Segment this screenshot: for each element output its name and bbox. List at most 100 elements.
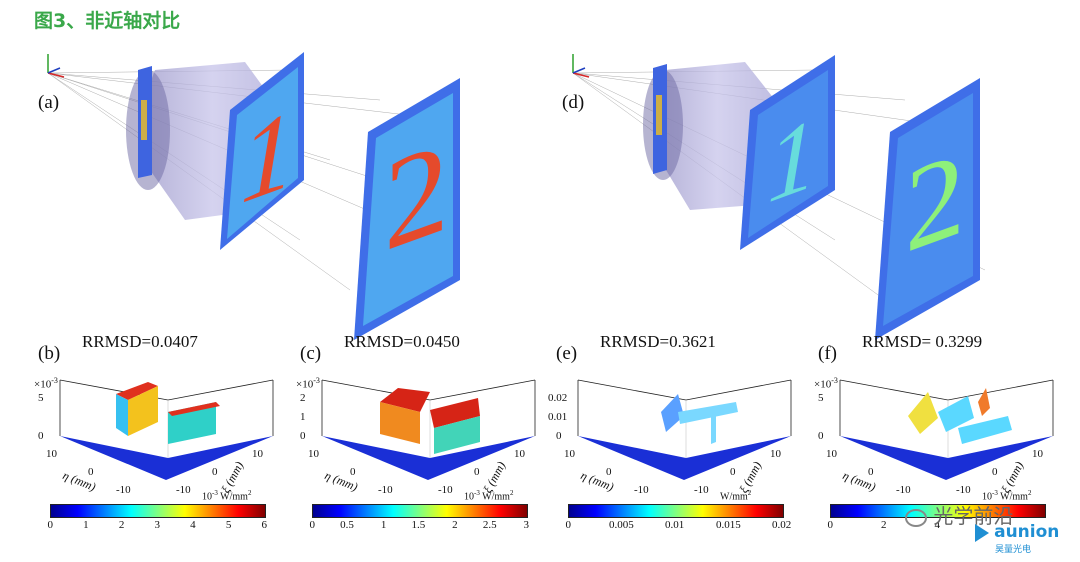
surface-plot-3d: [577, 379, 792, 480]
eta-tick: 10: [308, 448, 319, 460]
panel-label: (f): [818, 343, 837, 364]
colorbar-tick-label: 1: [83, 519, 89, 531]
colorbar-tick-label: 3: [154, 519, 161, 531]
surface-top: [168, 402, 220, 416]
xi-tick: 0: [730, 466, 736, 478]
colorbar-tick-label: 2: [452, 519, 458, 531]
z-tick-label: 0.02: [548, 392, 568, 404]
rrmsd-value: RRMSD=0.0407: [82, 332, 198, 351]
surface-peak: [908, 392, 938, 434]
z-tick-label: 5: [818, 392, 824, 404]
colorbar-tick-label: 2: [118, 519, 125, 531]
eta-tick: 10: [564, 448, 575, 460]
floor-plane: [322, 436, 535, 480]
z-tick-label: 0: [556, 430, 562, 442]
brand-logo: aunion 昊量光电: [975, 522, 1059, 555]
colorbar-tick-label: 2: [881, 519, 887, 531]
z-tick-label: 2: [300, 392, 306, 404]
wechat-icon: [905, 508, 927, 527]
surface-peak: [661, 394, 684, 432]
eta-tick: -10: [116, 484, 131, 496]
surface-top: [380, 388, 430, 412]
floor-plane: [840, 436, 1053, 480]
xi-tick: -10: [956, 484, 971, 496]
xi-tick: 10: [514, 448, 525, 460]
floor-plane: [60, 436, 273, 480]
eta-tick: 0: [606, 466, 612, 478]
xi-tick: 10: [1032, 448, 1043, 460]
xi-tick: 10: [770, 448, 781, 460]
colorbar-tick-label: 0.5: [340, 519, 354, 531]
colorbar-tick-label: 4: [190, 519, 196, 531]
surface-plot-3d: [321, 379, 536, 480]
source-axes-icon: [47, 54, 65, 78]
surface-ridge: [958, 416, 1012, 444]
surface-side: [128, 386, 158, 436]
panel-label: (b): [38, 343, 61, 364]
screen-1-digit: 1: [767, 97, 817, 226]
colorbar-tick-label: 0: [47, 519, 54, 531]
colorbar-unit: 10-3 W/mm2: [982, 489, 1032, 503]
z-tick-label: 0: [818, 430, 824, 442]
z-scale-factor: ×10-3: [296, 376, 320, 391]
surface-plot-3d: [839, 379, 1054, 480]
figure-title: 图3、非近轴对比: [34, 10, 181, 32]
panel-label: (e): [556, 343, 578, 364]
colorbar-tick-label: 0: [565, 519, 572, 531]
surface-ridge: [711, 412, 716, 444]
source-axes-icon: [572, 54, 590, 78]
colorbar-tick-label: 5: [225, 519, 232, 531]
brand-arrow-icon: [975, 523, 989, 542]
optical-scene-a: 1 2: [47, 52, 461, 340]
z-tick-label: 0: [38, 430, 44, 442]
xi-tick: -10: [176, 484, 191, 496]
rrmsd-value: RRMSD=0.0450: [344, 332, 460, 351]
rrmsd-value: RRMSD= 0.3299: [862, 332, 983, 351]
colorbar-tick-label: 0.02: [772, 519, 792, 531]
surface-peak: [978, 388, 990, 416]
z-tick-label: 0: [300, 430, 306, 442]
surface-ridge: [678, 402, 738, 424]
colorbar-tick-label: 6: [261, 519, 268, 531]
colorbar-tick-label: 2.5: [482, 519, 497, 531]
panel-label-d: (d): [562, 92, 585, 113]
eta-tick: -10: [896, 484, 911, 496]
eta-tick: 0: [868, 466, 874, 478]
xi-tick: 10: [252, 448, 263, 460]
colorbar: [830, 504, 1046, 518]
eta-tick: -10: [378, 484, 393, 496]
colorbar-tick-label: 4: [934, 519, 941, 531]
surface-side: [380, 402, 420, 444]
surface-side: [434, 416, 480, 454]
colorbar-tick-label: 0: [827, 519, 834, 531]
eta-tick: -10: [634, 484, 649, 496]
colorbar-tick-label: 0: [309, 519, 316, 531]
z-tick-label: 5: [38, 392, 44, 404]
panel-label: (c): [300, 343, 322, 364]
colorbar-tick-label: 3: [523, 519, 530, 531]
eta-tick: 0: [350, 466, 356, 478]
surface-top: [116, 382, 158, 400]
z-scale-factor: ×10-3: [814, 376, 838, 391]
panel-label-a: (a): [38, 92, 60, 113]
colorbar-unit: 10-3 W/mm2: [202, 489, 252, 503]
xi-tick: -10: [694, 484, 709, 496]
eta-tick: 10: [46, 448, 57, 460]
xi-tick: 0: [992, 466, 998, 478]
xi-tick: 0: [474, 466, 480, 478]
z-tick-label: 0.01: [548, 411, 568, 423]
colorbar-unit: W/mm2: [720, 489, 752, 503]
z-scale-factor: ×10-3: [34, 376, 58, 391]
surface-side: [116, 394, 128, 436]
screen-2-digit: 2: [905, 124, 965, 279]
z-tick-label: 1: [300, 411, 306, 423]
xi-tick: 0: [212, 466, 218, 478]
surface-top: [430, 398, 480, 428]
surface-ridge: [938, 396, 974, 432]
optical-scene-d: 1 2: [572, 54, 986, 340]
colorbar-tick-label: 1: [380, 519, 387, 531]
wechat-watermark: 光学前沿: [905, 500, 1013, 529]
screen-1-digit: 1: [240, 86, 295, 228]
colorbar: [50, 504, 266, 518]
colorbar-tick-label: 0.005: [609, 519, 634, 531]
